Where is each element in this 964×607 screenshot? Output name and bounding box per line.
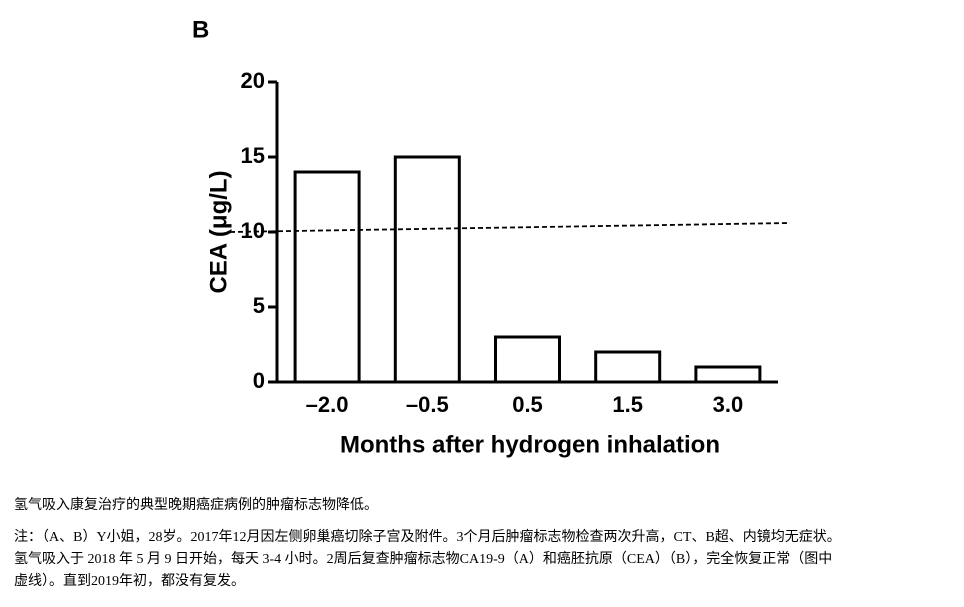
bar xyxy=(293,170,361,384)
bar xyxy=(494,335,561,384)
x-tick-label: –2.0 xyxy=(306,392,349,417)
x-tick-label: –0.5 xyxy=(406,392,449,417)
x-tick-label: 0.5 xyxy=(512,392,543,417)
x-tick-label: 1.5 xyxy=(612,392,643,417)
y-tick-label: 15 xyxy=(241,143,265,168)
bar xyxy=(694,365,762,384)
x-tick-label: 3.0 xyxy=(713,392,744,417)
caption-note: 氢气吸入于 2018 年 5 月 9 日开始，每天 3-4 小时。2周后复查肿瘤… xyxy=(14,552,833,567)
y-tick-label: 5 xyxy=(253,293,265,318)
y-tick-label: 20 xyxy=(241,68,265,93)
bar xyxy=(594,350,662,384)
y-tick-label: 0 xyxy=(253,368,265,393)
caption-note: 注：（A、B）Y小姐，28岁。2017年12月因左侧卵巢癌切除子宫及附件。3个月… xyxy=(14,530,841,545)
chart: B CEA (μg/L) Months after hydrogen inhal… xyxy=(192,16,791,458)
bar xyxy=(393,155,461,384)
panel-label: B xyxy=(192,16,209,43)
reference-line xyxy=(229,222,791,233)
x-axis-title: Months after hydrogen inhalation xyxy=(340,431,720,458)
caption-title: 氢气吸入康复治疗的典型晚期癌症病例的肿瘤标志物降低。 xyxy=(14,498,378,513)
y-tick-label: 10 xyxy=(241,218,265,243)
y-axis-title: CEA (μg/L) xyxy=(205,170,232,293)
caption-note: 虚线）。直到2019年初，都没有复发。 xyxy=(14,574,245,589)
